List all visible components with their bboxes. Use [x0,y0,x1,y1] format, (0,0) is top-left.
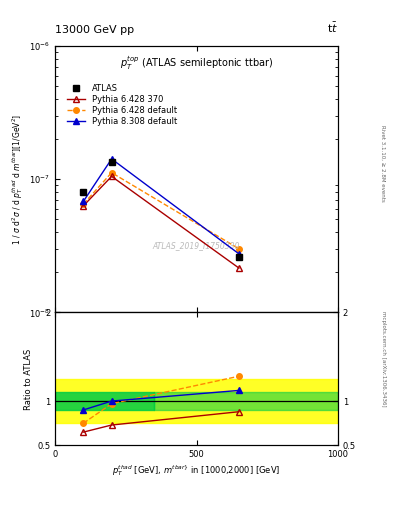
Legend: ATLAS, Pythia 6.428 370, Pythia 6.428 default, Pythia 8.308 default: ATLAS, Pythia 6.428 370, Pythia 6.428 de… [65,82,178,128]
Text: $p_T^{top}$ (ATLAS semileptonic ttbar): $p_T^{top}$ (ATLAS semileptonic ttbar) [120,54,273,72]
Text: ATLAS_2019_I1750330: ATLAS_2019_I1750330 [153,241,240,250]
Text: t$\bar{t}$: t$\bar{t}$ [327,20,338,35]
Text: Rivet 3.1.10, ≥ 2.8M events: Rivet 3.1.10, ≥ 2.8M events [381,125,386,202]
Y-axis label: Ratio to ATLAS: Ratio to ATLAS [24,348,33,410]
Y-axis label: 1 / $\sigma$ d$^2\sigma$ / d $p_T^{thad}$ d $m^{tbar}$][1/GeV$^2$]: 1 / $\sigma$ d$^2\sigma$ / d $p_T^{thad}… [10,114,25,245]
Text: 13000 GeV pp: 13000 GeV pp [55,25,134,35]
Text: mcplots.cern.ch [arXiv:1306.3436]: mcplots.cern.ch [arXiv:1306.3436] [381,311,386,406]
X-axis label: $p_T^{thad}$ [GeV], $m^{tbar\}}$ in [1000,2000] [GeV]: $p_T^{thad}$ [GeV], $m^{tbar\}}$ in [100… [112,463,281,478]
